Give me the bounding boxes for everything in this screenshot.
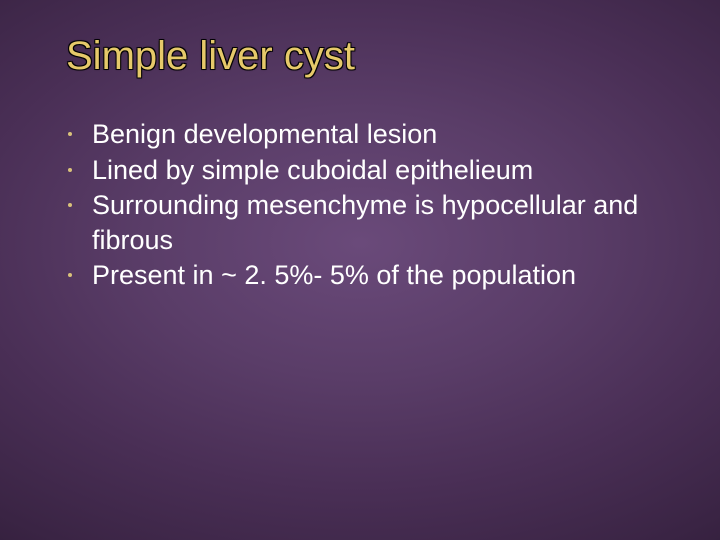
bullet-text: Surrounding mesenchyme is hypocellular a… xyxy=(92,190,638,255)
slide: Simple liver cyst Benign developmental l… xyxy=(0,0,720,540)
bullet-text: Benign developmental lesion xyxy=(92,119,437,149)
list-item: Surrounding mesenchyme is hypocellular a… xyxy=(58,188,680,257)
bullet-text: Present in ~ 2. 5%- 5% of the population xyxy=(92,260,576,290)
list-item: Lined by simple cuboidal epithelieum xyxy=(58,153,680,188)
list-item: Benign developmental lesion xyxy=(58,117,680,152)
bullet-text: Lined by simple cuboidal epithelieum xyxy=(92,155,533,185)
slide-title: Simple liver cyst xyxy=(58,34,680,79)
list-item: Present in ~ 2. 5%- 5% of the population xyxy=(58,258,680,293)
bullet-list: Benign developmental lesion Lined by sim… xyxy=(58,117,680,293)
